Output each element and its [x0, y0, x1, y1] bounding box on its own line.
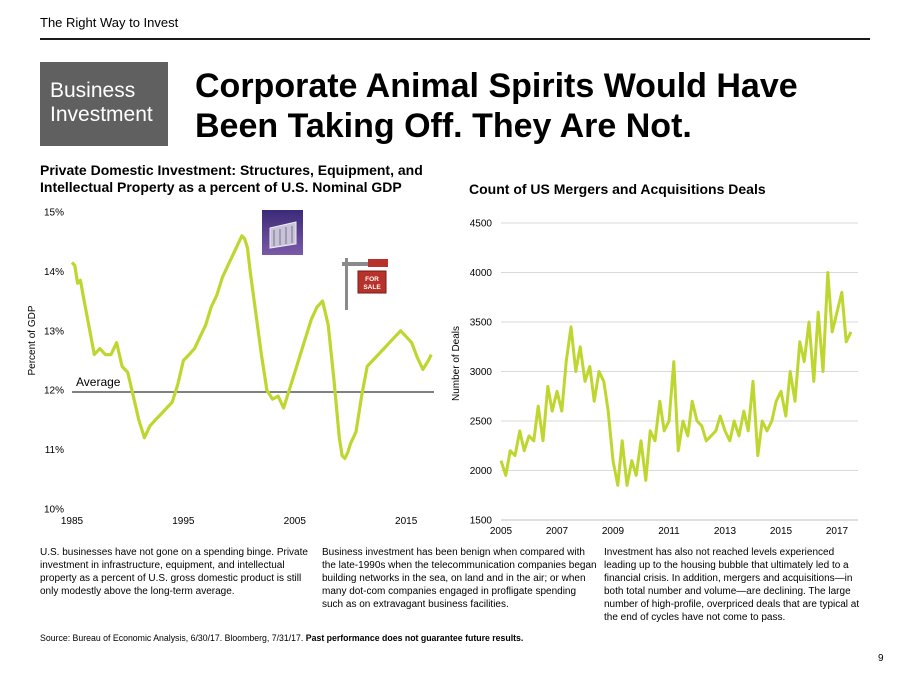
- for-sale-sign-icon: FOR SALE: [342, 258, 388, 310]
- header-divider: [40, 38, 870, 40]
- chart2-ylabel: Number of Deals: [451, 326, 462, 401]
- chart1-xtick-label: 1985: [61, 516, 84, 527]
- chart1-ytick-label: 13%: [44, 326, 64, 337]
- badge-line-2: Investment: [50, 103, 153, 126]
- paragraph-right: Investment has also not reached levels e…: [604, 547, 860, 623]
- chart2-ytick-label: 3500: [470, 318, 493, 329]
- sign-text-line-1: FOR: [365, 276, 379, 283]
- chart1-xtick-label: 2005: [284, 516, 307, 527]
- chart1-ytick-label: 10%: [44, 505, 64, 516]
- source-text: Source: Bureau of Economic Analysis, 6/3…: [40, 633, 306, 644]
- badge-line-1: Business: [50, 79, 136, 102]
- chart1-title: Private Domestic Investment: Structures,…: [40, 162, 423, 195]
- sign-text-line-2: SALE: [363, 284, 381, 291]
- title-line-1: Corporate Animal Spirits Would Have: [195, 67, 798, 105]
- chart2-xtick-label: 2009: [602, 526, 625, 537]
- page-number: 9: [878, 653, 884, 664]
- paragraph-middle: Business investment has been benign when…: [322, 547, 597, 610]
- chart1-ylabel: Percent of GDP: [27, 305, 38, 375]
- chart2-ytick-label: 4000: [470, 268, 493, 279]
- chart2-xtick-label: 2005: [490, 526, 513, 537]
- source-note: Source: Bureau of Economic Analysis, 6/3…: [40, 633, 523, 644]
- chart2-ytick-label: 3000: [470, 367, 493, 378]
- chart2-xtick-label: 2013: [714, 526, 737, 537]
- chart2-ytick-label: 2000: [470, 466, 493, 477]
- chart2-ytick-label: 2500: [470, 417, 493, 428]
- header-text: The Right Way to Invest: [40, 15, 179, 30]
- average-label: Average: [76, 375, 121, 389]
- chart2-xtick-label: 2017: [826, 526, 849, 537]
- chart1-ytick-label: 14%: [44, 267, 64, 278]
- chart1-svg: FOR SALE 10% 11% 12% 13% 14% 15% 1985 1995 2005 2…: [27, 208, 434, 527]
- title-line-2: Been Taking Off. They Are Not.: [195, 107, 692, 145]
- chart2-ytick-label: 4500: [470, 219, 493, 230]
- chart2-ytick-label: 1500: [470, 516, 493, 527]
- chart2-series-line: [499, 271, 853, 487]
- chart1-series-line: [70, 234, 433, 461]
- skyscraper-photo-icon: [262, 210, 303, 255]
- page-title: Corporate Animal Spirits Would Have Been…: [195, 66, 885, 146]
- chart1-xtick-label: 2015: [395, 516, 418, 527]
- chart1-ytick-label: 15%: [44, 208, 64, 219]
- chart1-ytick-label: 12%: [44, 386, 64, 397]
- paragraph-left: U.S. businesses have not gone on a spend…: [40, 547, 308, 597]
- chart2-svg: 1500 2000 2500 3000 3500 4000 4500 2005 2007 2009…: [451, 219, 858, 537]
- chart1-ytick-label: 11%: [45, 445, 64, 456]
- disclaimer-text: Past performance does not guarantee futu…: [305, 633, 524, 644]
- chart1-xtick-label: 1995: [172, 516, 195, 527]
- chart2-xtick-label: 2007: [546, 526, 569, 537]
- chart2-xtick-label: 2011: [658, 526, 680, 537]
- section-badge: Business Investment: [40, 62, 168, 146]
- chart2-title: Count of US Mergers and Acquisitions Dea…: [469, 181, 766, 197]
- chart2-xtick-label: 2015: [770, 526, 793, 537]
